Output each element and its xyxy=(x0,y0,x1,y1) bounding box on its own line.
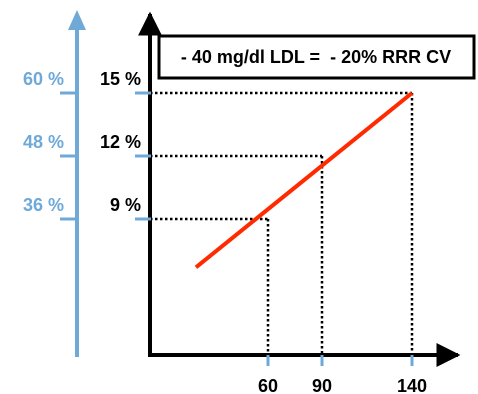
annotation-frame xyxy=(157,34,476,80)
annotation-text: - 40 mg/dl LDL = - 20% RRR CV xyxy=(181,47,451,67)
secondary-tick-label: 60 % xyxy=(23,69,64,89)
secondary-tick-label: 36 % xyxy=(23,195,64,215)
series-line xyxy=(194,91,414,269)
guide-lines xyxy=(150,91,414,355)
secondary-tick-label: 48 % xyxy=(23,132,64,152)
x-tick-label: 140 xyxy=(397,376,427,394)
x-ticks: 60 90 140 xyxy=(258,355,427,394)
series xyxy=(194,91,414,269)
x-tick-label: 90 xyxy=(312,376,332,394)
secondary-y-axis: 36 % 48 % 60 % xyxy=(23,10,86,357)
y-tick-label: 12 % xyxy=(100,132,141,152)
annotation-box: - 40 mg/dl LDL = - 20% RRR CV xyxy=(157,34,476,80)
x-tick-label: 60 xyxy=(258,376,278,394)
main-axes xyxy=(138,11,461,367)
y-tick-label: 9 % xyxy=(110,195,141,215)
y-tick-label: 15 % xyxy=(100,69,141,89)
secondary-axis-arrowhead xyxy=(68,10,86,30)
y-ticks: 9 % 12 % 15 % xyxy=(100,69,151,221)
